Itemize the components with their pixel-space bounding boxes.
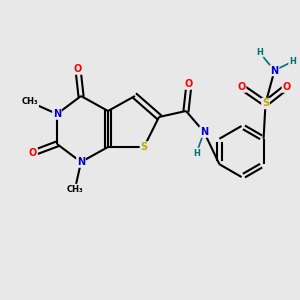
Text: H: H [256,48,263,57]
Text: O: O [185,79,193,89]
Text: S: S [140,142,148,152]
Text: O: O [29,148,37,158]
Text: N: N [77,157,85,167]
Text: O: O [74,64,82,74]
Text: H: H [289,57,296,66]
Text: H: H [193,148,200,158]
Text: CH₃: CH₃ [22,98,38,106]
Text: S: S [262,98,269,109]
Text: O: O [237,82,246,92]
Text: N: N [200,127,208,137]
Text: CH₃: CH₃ [67,184,83,194]
Text: O: O [282,82,291,92]
Text: N: N [53,109,61,119]
Text: N: N [270,65,279,76]
